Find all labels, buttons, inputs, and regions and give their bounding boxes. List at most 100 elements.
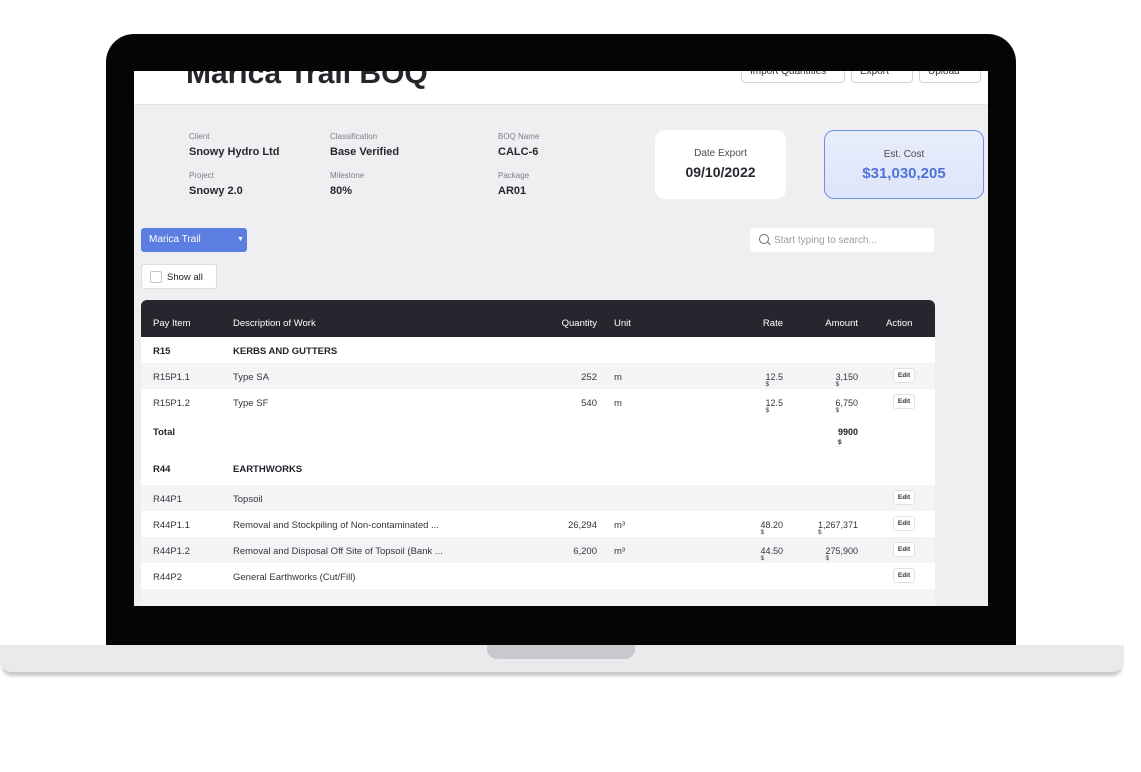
unit: m³ [614,546,626,557]
rate: $12.5 [765,372,783,388]
section-row: R15 KERBS AND GUTTERS [141,337,935,363]
edit-button[interactable]: Edit [893,542,915,557]
description: Removal and Disposal Off Site of Topsoil… [233,546,443,557]
date-export-card: Date Export 09/10/2022 [655,130,786,199]
rate-value: 12.5 [765,398,783,408]
upload-button[interactable]: Upload [919,71,981,83]
currency-symbol: $ [835,407,840,414]
page-header: Marica Trail BOQ Import Quantities Expor… [134,71,988,105]
total-amount-value: 9900 [837,427,858,437]
description: Type SF [233,398,269,409]
milestone-value: 80% [330,185,353,197]
header-rate: Rate [762,318,783,329]
date-export-value: 09/10/2022 [685,164,756,180]
description: Removal and Stockpiling of Non-contamina… [233,520,439,531]
quantity: 26,294 [567,520,597,531]
table-row[interactable]: R44P1.1 Removal and Stockpiling of Non-c… [141,511,935,537]
currency-symbol: $ [825,555,830,562]
edit-button[interactable]: Edit [893,490,915,505]
pay-item: R44P1 [153,494,183,505]
table-row[interactable]: R44P1 Topsoil Edit [141,485,935,511]
show-all-label: Show all [167,272,203,283]
edit-button[interactable]: Edit [893,368,915,383]
header-amount: Amount [825,318,858,329]
rate-value: 12.5 [765,372,783,382]
quantity: 540 [581,398,597,409]
section-dropdown[interactable]: Marica Trail ▼ [141,228,247,252]
currency-symbol: $ [765,407,770,414]
search-box[interactable] [750,228,934,252]
table-row-partial [141,589,935,606]
classification-label: Classification [330,132,378,141]
total-label: Total [153,427,175,438]
boq-table: Pay Item Description of Work Quantity Un… [141,300,935,606]
unit: m [614,372,622,383]
package-value: AR01 [498,185,527,197]
edit-button[interactable]: Edit [893,516,915,531]
description: General Earthworks (Cut/Fill) [233,572,356,583]
section-code: R15 [153,346,171,357]
quantity: 6,200 [573,546,597,557]
section-dropdown-value: Marica Trail [149,234,201,245]
search-input[interactable] [774,232,929,248]
currency-symbol: $ [760,529,765,536]
header-action: Action [886,318,913,329]
classification-value: Base Verified [330,146,400,158]
pay-item: R44P1.1 [153,520,190,531]
quantity: 252 [581,372,597,383]
show-all-checkbox[interactable] [150,271,162,283]
currency-symbol: $ [765,381,770,388]
chevron-down-icon: ▼ [237,236,244,243]
amount-value: 6,750 [835,398,858,408]
amount-value: 275,900 [825,546,858,556]
table-row[interactable]: R44P2 General Earthworks (Cut/Fill) Edit [141,563,935,589]
project-value: Snowy 2.0 [189,185,243,197]
description: Type SA [233,372,269,383]
search-icon [759,234,769,244]
rate: $48.20 [760,520,783,536]
total-amount: $9900 [837,427,858,446]
amount-value: 1,267,371 [817,520,858,530]
client-label: Client [189,132,210,141]
amount: $6,750 [835,398,858,414]
import-quantities-button[interactable]: Import Quantities [741,71,845,83]
amount: $275,900 [825,546,858,562]
est-cost-value: $31,030,205 [862,165,946,182]
pay-item: R15P1.1 [153,372,190,383]
total-row: Total $9900 [141,415,935,451]
edit-button[interactable]: Edit [893,568,915,583]
section-code: R44 [153,464,171,475]
table-row[interactable]: R15P1.2 Type SF 540 m $12.5 $6,750 Edit [141,389,935,415]
section-row: R44 EARTHWORKS [141,451,935,485]
rate-value: 48.20 [760,520,783,530]
table-row[interactable]: R44P1.2 Removal and Disposal Off Site of… [141,537,935,563]
laptop-notch [487,645,635,659]
pay-item: R15P1.2 [153,398,190,409]
section-title: KERBS AND GUTTERS [233,346,338,357]
edit-button[interactable]: Edit [893,394,915,409]
unit: m [614,398,622,409]
currency-symbol: $ [760,555,765,562]
est-cost-card: Est. Cost $31,030,205 [824,130,984,199]
milestone-label: Milestone [330,171,365,180]
client-value: Snowy Hydro Ltd [189,146,280,158]
rate: $12.5 [765,398,783,414]
currency-symbol: $ [817,529,822,536]
est-cost-label: Est. Cost [883,149,925,160]
currency-symbol: $ [837,439,842,446]
header-quantity: Quantity [561,318,597,329]
header-description: Description of Work [233,318,316,329]
boq-name-label: BOQ Name [498,132,540,141]
header-unit: Unit [614,318,631,329]
table-row[interactable]: R15P1.1 Type SA 252 m $12.5 $3,150 Edit [141,363,935,389]
show-all-toggle[interactable]: Show all [141,264,217,289]
export-button[interactable]: Export [851,71,913,83]
project-label: Project [189,171,214,180]
page-title: Marica Trail BOQ [186,71,428,90]
boq-name-value: CALC-6 [498,146,539,158]
rate-value: 44.50 [760,546,783,556]
pay-item: R44P1.2 [153,546,190,557]
unit: m³ [614,520,626,531]
amount-value: 3,150 [835,372,858,382]
pay-item: R44P2 [153,572,183,583]
